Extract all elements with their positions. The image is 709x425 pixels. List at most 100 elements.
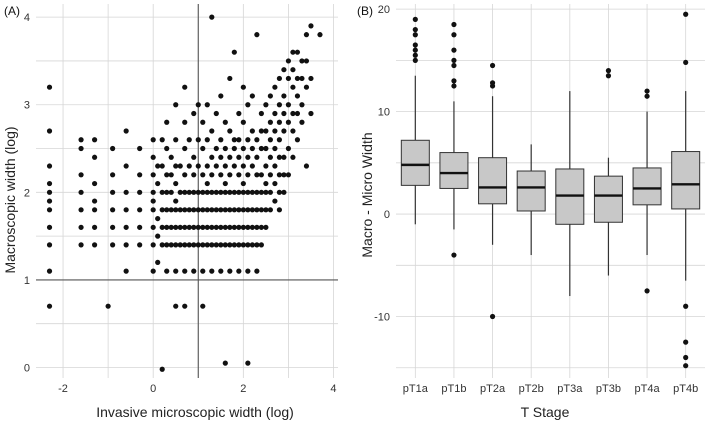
scatter-point bbox=[294, 75, 301, 82]
scatter-point bbox=[299, 58, 305, 64]
panel-b-y-tick-label: 10 bbox=[378, 107, 390, 119]
scatter-point bbox=[168, 207, 174, 213]
scatter-point bbox=[209, 224, 215, 230]
scatter-point bbox=[236, 189, 242, 195]
scatter-point bbox=[258, 128, 264, 134]
outlier-point bbox=[451, 32, 457, 38]
panel-a-x-ticks: -2 0 2 4 bbox=[58, 383, 336, 395]
scatter-point bbox=[231, 145, 237, 152]
scatter-point bbox=[218, 189, 224, 195]
scatter-point bbox=[123, 163, 129, 169]
scatter-point bbox=[308, 110, 314, 117]
scatter-point bbox=[195, 137, 201, 143]
scatter-point bbox=[91, 224, 98, 230]
scatter-point bbox=[191, 172, 197, 178]
scatter-point bbox=[213, 145, 219, 152]
scatter-point bbox=[110, 207, 116, 213]
scatter-point bbox=[110, 172, 116, 178]
scatter-point bbox=[123, 224, 129, 230]
scatter-point bbox=[200, 242, 206, 248]
scatter-point bbox=[222, 242, 228, 248]
scatter-point bbox=[182, 242, 188, 248]
scatter-point bbox=[222, 119, 228, 125]
outlier-point bbox=[683, 59, 689, 66]
scatter-point bbox=[164, 145, 170, 152]
scatter-point bbox=[281, 172, 287, 178]
scatter-point bbox=[222, 189, 228, 195]
scatter-point bbox=[231, 242, 237, 248]
outlier-point bbox=[683, 303, 689, 309]
scatter-point bbox=[263, 207, 269, 213]
scatter-point bbox=[276, 172, 283, 178]
scatter-point bbox=[191, 189, 197, 195]
scatter-point bbox=[290, 67, 296, 73]
scatter-point bbox=[303, 84, 310, 90]
scatter-point bbox=[159, 137, 165, 143]
panel-a-label: (A) bbox=[4, 4, 20, 18]
scatter-point bbox=[173, 268, 179, 274]
scatter-point bbox=[91, 180, 98, 187]
scatter-point bbox=[263, 102, 269, 108]
iqr-box bbox=[439, 152, 469, 189]
panel-a-background bbox=[36, 4, 338, 378]
scatter-point bbox=[249, 189, 255, 195]
scatter-point bbox=[258, 110, 264, 117]
scatter-point bbox=[218, 242, 224, 248]
scatter-point bbox=[222, 145, 228, 152]
scatter-point bbox=[249, 145, 255, 152]
scatter-point bbox=[222, 224, 228, 230]
scatter-point bbox=[191, 110, 197, 117]
scatter-point bbox=[227, 268, 233, 274]
scatter-point bbox=[218, 93, 224, 99]
outlier-point bbox=[412, 32, 418, 38]
scatter-point bbox=[164, 224, 170, 230]
panel-b-x-axis-title: T Stage bbox=[521, 404, 570, 420]
panel-b-y-tick-label: 20 bbox=[378, 4, 390, 16]
scatter-point bbox=[46, 163, 53, 169]
scatter-point bbox=[91, 137, 98, 143]
scatter-point bbox=[240, 119, 246, 125]
scatter-point bbox=[200, 145, 206, 152]
outlier-point bbox=[683, 339, 689, 345]
scatter-point bbox=[46, 84, 53, 90]
panel-b-y-axis-title: Macro - Micro Width bbox=[359, 132, 375, 257]
scatter-point bbox=[222, 163, 228, 169]
scatter-point bbox=[159, 366, 165, 372]
box-pT1a bbox=[400, 16, 430, 225]
scatter-point bbox=[254, 207, 260, 213]
scatter-point bbox=[254, 32, 260, 38]
panel-a-points bbox=[46, 14, 323, 372]
panel-a-x-tick-label: 4 bbox=[330, 383, 336, 395]
outlier-point bbox=[412, 52, 418, 58]
box-pT2a bbox=[478, 62, 508, 320]
scatter-point bbox=[91, 242, 98, 248]
scatter-point bbox=[290, 110, 296, 117]
panel-a-x-tick-label: 0 bbox=[150, 383, 156, 395]
scatter-point bbox=[263, 224, 269, 230]
scatter-point bbox=[218, 137, 224, 143]
scatter-point bbox=[195, 189, 201, 195]
panel-a-x-tick-label: -2 bbox=[58, 383, 68, 395]
panel-b-x-tick-label: pT4b bbox=[673, 383, 698, 395]
scatter-point bbox=[195, 207, 201, 213]
outlier-point bbox=[451, 83, 457, 89]
scatter-point bbox=[303, 163, 310, 169]
scatter-point bbox=[299, 119, 305, 125]
iqr-box bbox=[516, 170, 546, 212]
scatter-point bbox=[168, 189, 174, 195]
scatter-point bbox=[173, 207, 179, 213]
scatter-point bbox=[46, 207, 53, 213]
scatter-point bbox=[263, 128, 269, 134]
scatter-point bbox=[245, 137, 251, 143]
box-pT3b bbox=[593, 68, 623, 276]
scatter-point bbox=[276, 189, 283, 195]
scatter-point bbox=[218, 268, 224, 274]
scatter-point bbox=[267, 189, 273, 195]
scatter-point bbox=[182, 145, 188, 152]
scatter-point bbox=[78, 242, 84, 248]
scatter-point bbox=[236, 242, 242, 248]
scatter-point bbox=[110, 145, 116, 152]
scatter-point bbox=[164, 172, 170, 178]
outlier-point bbox=[489, 80, 496, 86]
scatter-point bbox=[290, 128, 296, 134]
